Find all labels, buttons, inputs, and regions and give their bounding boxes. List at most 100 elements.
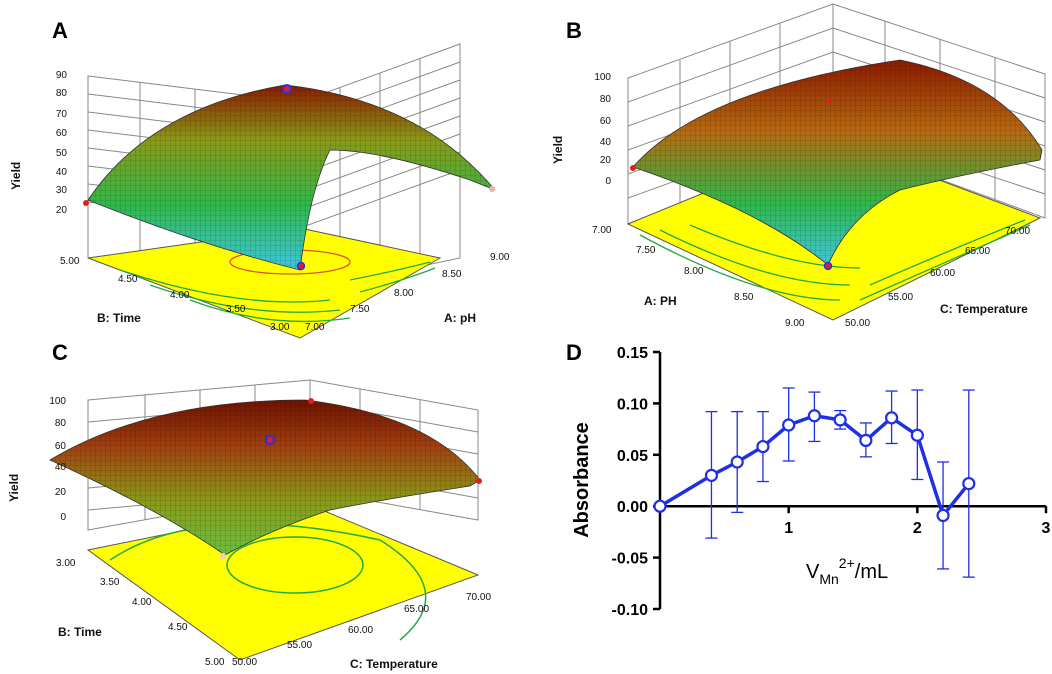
- panel-c-zlabel: Yield: [7, 474, 21, 502]
- panel-d-y-ticks: -0.10 -0.05 0.00 0.05 0.10 0.15: [612, 345, 660, 619]
- panel-a-ztick: 20: [56, 205, 68, 216]
- panel-d-xlabel: VMn2+/mL: [806, 555, 888, 587]
- panel-b-xtick: 8.50: [734, 292, 754, 303]
- panel-c-ztick: 40: [55, 462, 67, 473]
- panel-a-xtick: 8.00: [394, 288, 414, 299]
- panel-b-zticks: 100 80 60 40 20 0: [594, 72, 611, 187]
- panel-b-xtick: 9.00: [785, 318, 805, 329]
- panel-c-xticks: 3.00 3.50 4.00 4.50 5.00: [56, 558, 225, 668]
- panel-d-data-point: [833, 413, 847, 427]
- panel-d-ytick-label: -0.10: [612, 602, 649, 619]
- panel-c-point-top: [308, 398, 314, 404]
- panel-a-yticks: 3.00 3.50 4.00 4.50 5.00: [60, 256, 290, 333]
- panel-a-ztick: 60: [56, 128, 68, 139]
- panel-a-xtick: 8.50: [442, 269, 462, 280]
- panel-c-contours: [109, 523, 427, 641]
- panel-d-data-point: [756, 439, 770, 454]
- panel-b-ztick: 60: [600, 116, 612, 127]
- panel-d-ytick-label: 0.15: [617, 345, 648, 362]
- panel-a-ytick: 4.00: [170, 290, 190, 301]
- panel-a-point-left: [83, 200, 89, 206]
- panel-a-point-max: [282, 84, 292, 94]
- panel-b-letter: B: [566, 18, 582, 43]
- panel-a-ztick: 90: [56, 70, 68, 81]
- panel-d-xlabel-sup: 2+: [839, 555, 855, 571]
- panel-c-xtick: 5.00: [205, 657, 225, 668]
- panel-d-xlabel-sub: Mn: [819, 571, 838, 587]
- panel-c-ztick: 80: [55, 418, 67, 429]
- panel-d-data-point: [730, 455, 744, 469]
- panel-d-letter: D: [566, 340, 582, 365]
- panel-b-ytick: 70.00: [1005, 226, 1030, 237]
- panel-c-xtick: 4.50: [168, 622, 188, 633]
- panel-c-floor: [86, 504, 480, 661]
- panel-c-xtick: 3.00: [56, 558, 76, 569]
- panel-a-ytick: 4.50: [118, 274, 138, 285]
- panel-d-data-point: [704, 468, 719, 482]
- panel-b: 100 80 60 40 20 0 Yield 7.00 7.50 8.00 8…: [551, 3, 1046, 329]
- panel-a-point-right: [489, 186, 495, 192]
- panel-a-zlabel: Yield: [9, 162, 23, 190]
- panel-c-ylabel: C: Temperature: [350, 657, 438, 671]
- panel-c-point-right: [476, 478, 482, 484]
- panel-c-ytick: 55.00: [287, 640, 312, 651]
- panel-c-point-center: [265, 435, 275, 445]
- panel-a-xlabel: A: pH: [444, 311, 476, 325]
- panel-b-ytick: 50.00: [845, 318, 870, 329]
- panel-d-data-point: [884, 411, 899, 425]
- panel-c-xtick: 3.50: [100, 577, 120, 588]
- panel-a-ztick: 50: [56, 148, 68, 159]
- panel-c-ztick: 20: [55, 487, 67, 498]
- panel-b-ztick: 20: [600, 155, 612, 166]
- panel-b-xtick: 7.00: [592, 225, 612, 236]
- panel-a-point-bottom: [296, 261, 306, 271]
- panel-d-x-ticks: 1 2 3: [784, 506, 1051, 537]
- panel-a-ytick: 3.50: [226, 304, 246, 315]
- panel-c-ytick: 70.00: [466, 592, 491, 603]
- panel-b-yticks: 50.00 55.00 60.00 65.00 70.00: [845, 226, 1030, 329]
- panel-c-ztick: 100: [49, 396, 66, 407]
- panel-b-contours: [639, 219, 1031, 301]
- panel-d-data-point: [653, 499, 667, 513]
- panel-b-point-bottom: [823, 261, 833, 271]
- panel-a-xticks: 7.00 7.50 8.00 8.50 9.00: [305, 252, 510, 333]
- panel-d-data-point: [782, 418, 796, 432]
- panel-a-ztick: 70: [56, 109, 68, 120]
- panel-b-xtick: 7.50: [636, 245, 656, 256]
- panel-c: 100 80 60 40 20 0 Yield 3.00 3.50 4.00 4…: [7, 379, 491, 671]
- panel-a-xtick: 9.00: [490, 252, 510, 263]
- panel-d-xtick-label: 1: [784, 520, 793, 537]
- panel-d-xtick-label: 2: [913, 520, 922, 537]
- panel-a-ztick: 30: [56, 185, 68, 196]
- panel-b-point-left: [630, 165, 636, 171]
- panel-d: -0.10 -0.05 0.00 0.05 0.10 0.15 1 2 3 Absorbanc…: [571, 345, 1051, 619]
- panel-c-ztick: 0: [60, 512, 66, 523]
- panel-c-xtick: 4.00: [132, 597, 152, 608]
- panel-d-points: [653, 409, 976, 523]
- panel-a-ytick: 3.00: [270, 322, 290, 333]
- panel-c-ytick: 65.00: [404, 604, 429, 615]
- panel-b-xlabel: A: PH: [644, 294, 677, 308]
- panel-d-data-point: [910, 428, 924, 442]
- panel-d-xtick-label: 3: [1042, 520, 1051, 537]
- panel-a-xtick: 7.50: [350, 304, 370, 315]
- panel-a: 90 80 70 60 50 40 30 20 Yield 7.00 7.50 …: [9, 43, 510, 339]
- panel-c-xlabel: B: Time: [58, 625, 102, 639]
- panel-b-ztick: 80: [600, 94, 612, 105]
- panel-d-ytick-label: 0.05: [617, 448, 648, 465]
- panel-a-ztick: 40: [56, 167, 68, 178]
- panel-b-ytick: 55.00: [888, 292, 913, 303]
- panel-b-point-top: [827, 98, 833, 104]
- panel-b-ytick: 65.00: [965, 246, 990, 257]
- panel-a-ztick: 80: [56, 88, 68, 99]
- panel-b-ztick: 100: [594, 72, 611, 83]
- panel-b-xticks: 7.00 7.50 8.00 8.50 9.00: [592, 225, 805, 329]
- panel-b-ylabel: C: Temperature: [940, 302, 1028, 316]
- panel-c-letter: C: [52, 340, 68, 365]
- panel-b-ztick: 40: [600, 137, 612, 148]
- panel-a-zticks: 90 80 70 60 50 40 30 20: [56, 70, 68, 216]
- panel-a-ytick: 5.00: [60, 256, 80, 267]
- panel-d-ytick-label: -0.05: [612, 551, 649, 568]
- panel-d-ytick-label: 0.10: [617, 396, 648, 413]
